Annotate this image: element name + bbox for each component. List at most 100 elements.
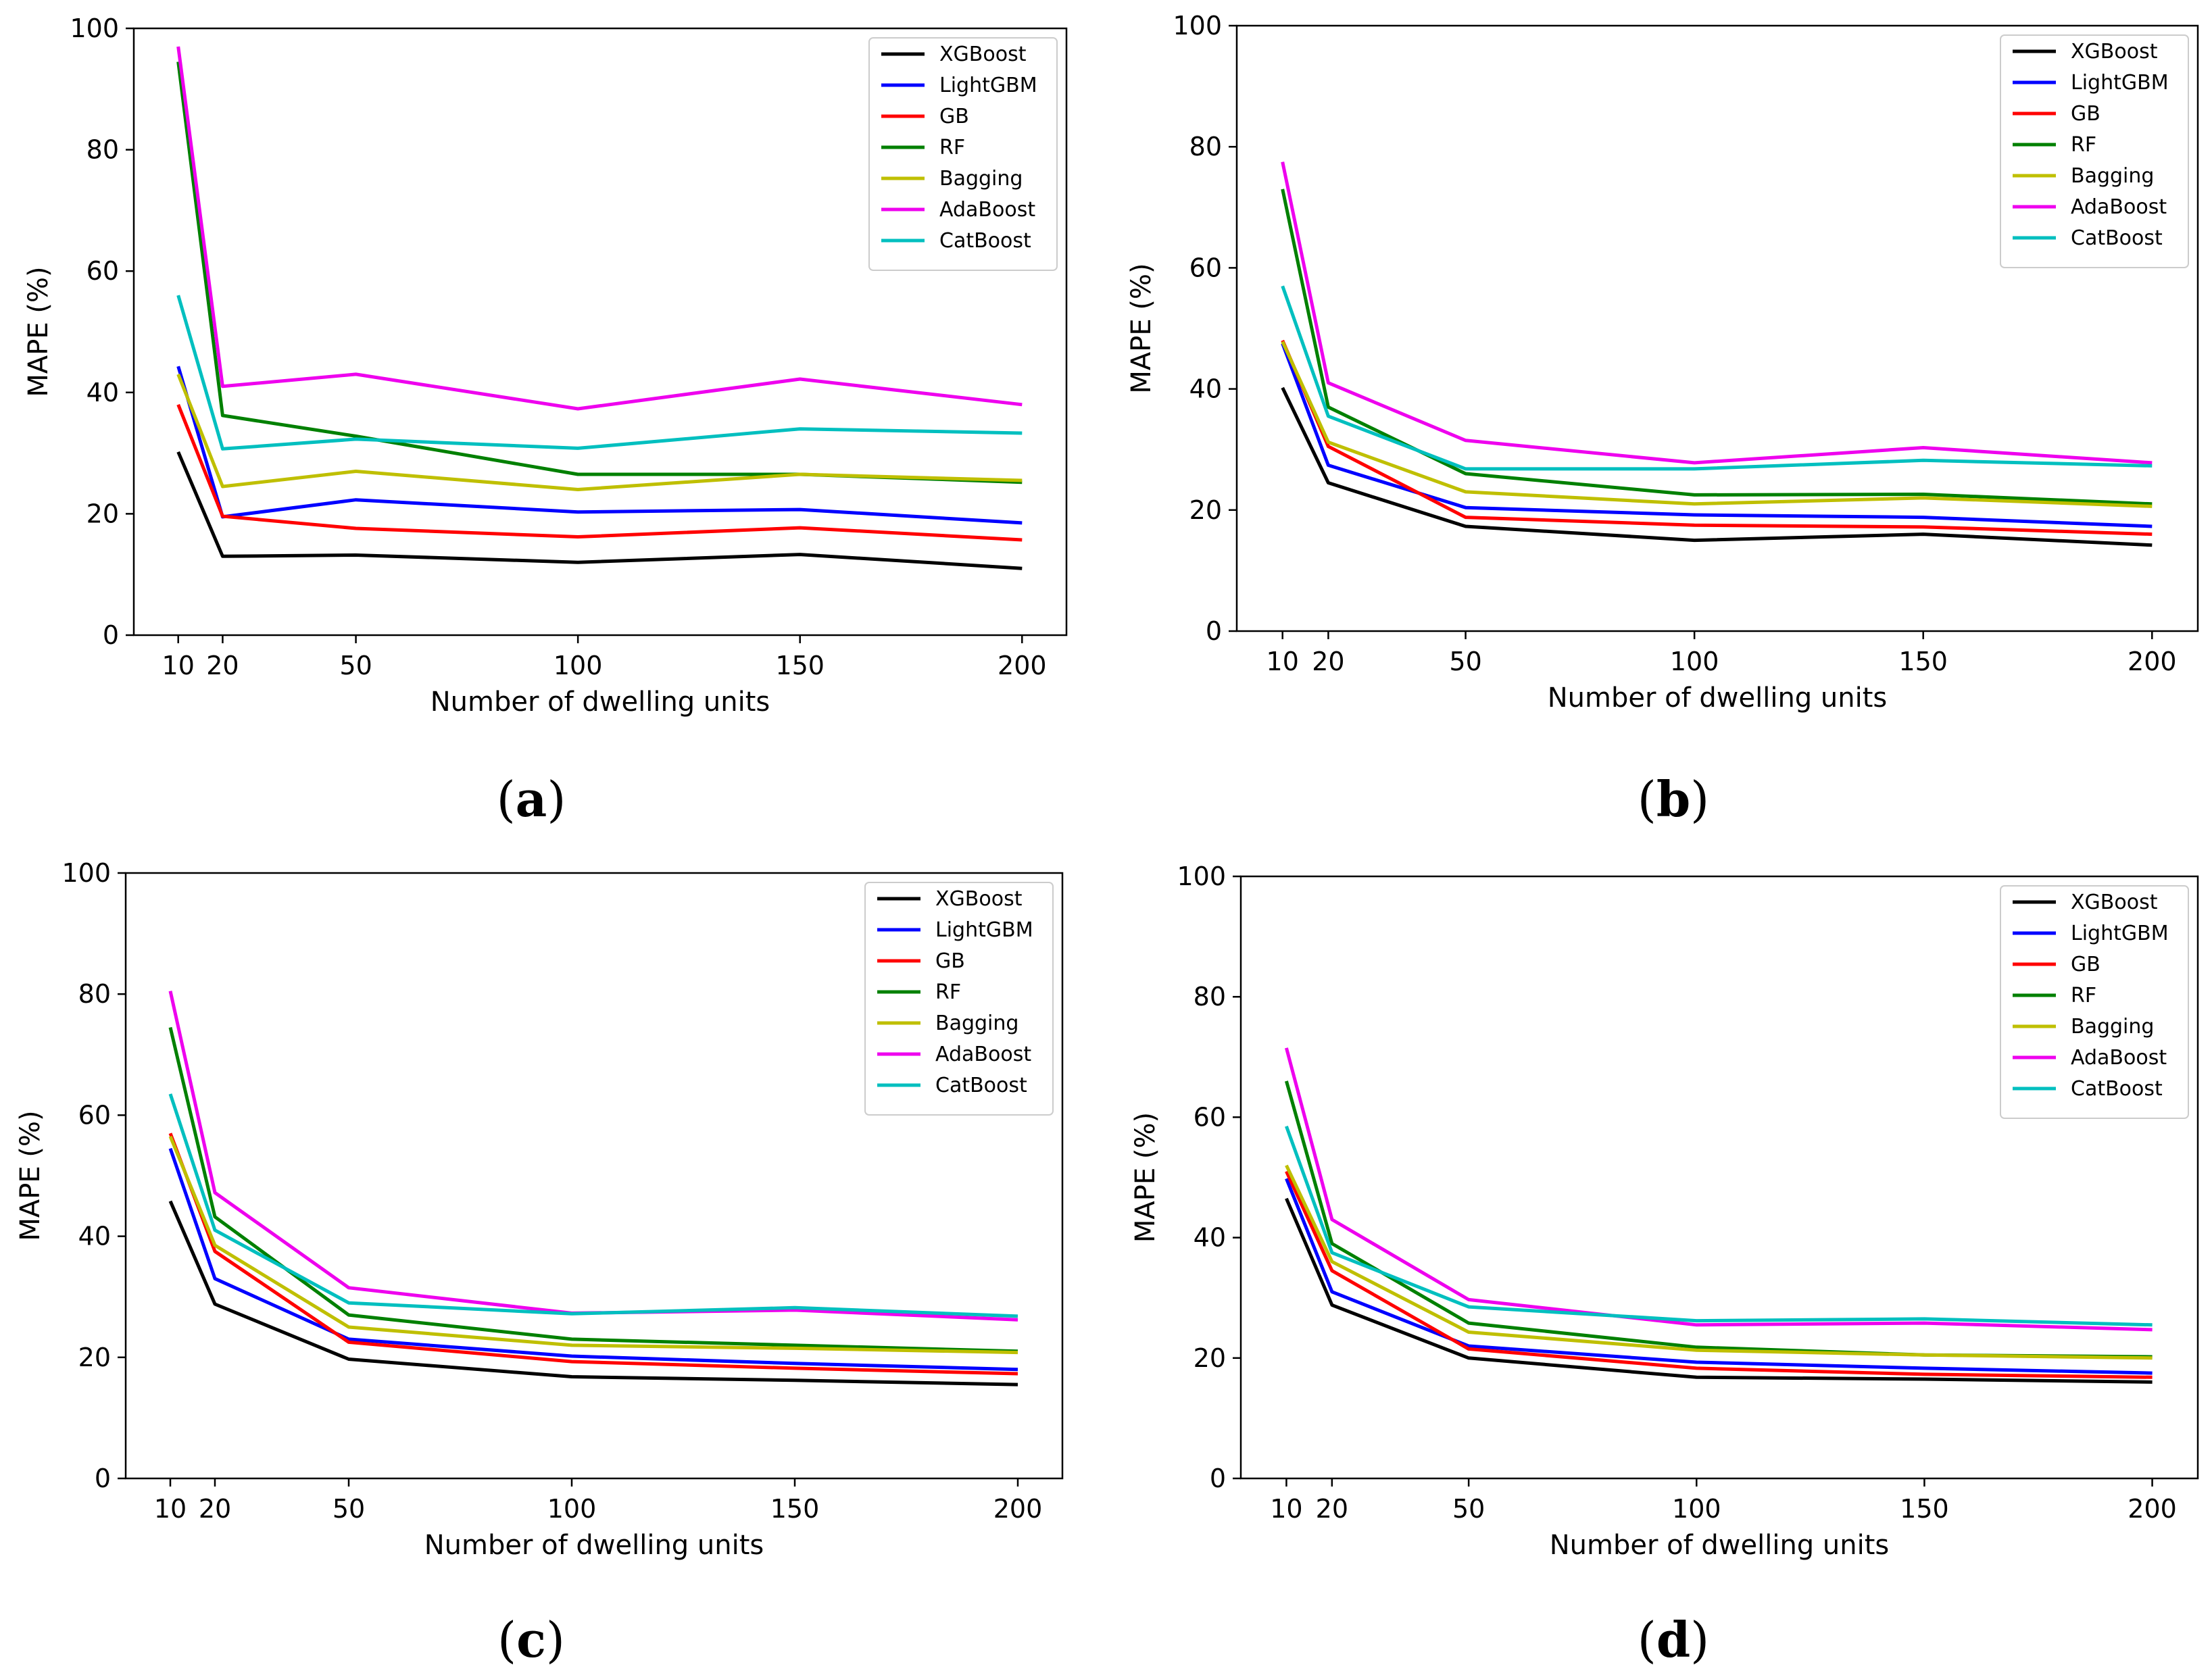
y-axis-label: MAPE (%) xyxy=(15,1110,46,1241)
legend-entry-label: AdaBoost xyxy=(2071,1046,2167,1070)
series-line-rf xyxy=(168,1026,1018,1353)
series-line-catboost xyxy=(176,295,1023,451)
legend-entry-label: RF xyxy=(935,980,961,1004)
legend-entry-label: Bagging xyxy=(2071,1015,2154,1039)
y-tick-label: 20 xyxy=(78,1343,111,1372)
legend-frame xyxy=(864,882,1054,1116)
plot-area-frame xyxy=(132,27,1068,637)
series-line-lightgbm xyxy=(168,1147,1018,1372)
series-line-catboost xyxy=(1281,285,2153,471)
y-axis-label: MAPE (%) xyxy=(23,266,54,397)
series-line-bagging xyxy=(168,1135,1018,1355)
legend-entry-label: LightGBM xyxy=(935,918,1033,942)
x-tick-label: 200 xyxy=(2128,647,2177,676)
x-tick-label: 10 xyxy=(1270,1494,1302,1524)
y-tick-label: 80 xyxy=(87,135,119,165)
series-line-adaboost xyxy=(176,46,1023,411)
plot-area-frame xyxy=(1239,875,2199,1480)
y-tick-label: 0 xyxy=(1210,1464,1226,1493)
x-tick-label: 20 xyxy=(199,1494,231,1524)
caption-open-paren: ( xyxy=(497,1612,516,1668)
x-tick-label: 200 xyxy=(993,1494,1043,1524)
series-line-bagging xyxy=(176,373,1023,491)
y-tick-label: 40 xyxy=(1194,1223,1226,1253)
series-line-catboost xyxy=(168,1093,1018,1318)
caption-letter: a xyxy=(516,770,547,828)
series-line-xgboost xyxy=(1281,386,2153,547)
y-tick-label: 100 xyxy=(1173,11,1222,41)
x-tick-label: 200 xyxy=(998,651,1047,680)
legend-entry-label: Bagging xyxy=(2071,164,2154,188)
series-line-lightgbm xyxy=(1285,1178,2153,1375)
legend-entry-label: RF xyxy=(2071,133,2096,157)
legend-frame xyxy=(2000,34,2189,268)
x-tick-label: 150 xyxy=(1900,1494,1949,1524)
plot-area-frame xyxy=(124,872,1064,1480)
legend-entry-label: XGBoost xyxy=(2071,40,2158,64)
caption-open-paren: ( xyxy=(1638,1612,1656,1668)
y-tick-label: 40 xyxy=(1189,374,1222,404)
legend-entry-label: XGBoost xyxy=(2071,891,2158,914)
legend: XGBoost LightGBM GB RF Bagging AdaBoost CatBoo… xyxy=(2000,34,2189,268)
x-tick-label: 150 xyxy=(775,651,825,680)
x-tick-label: 50 xyxy=(1449,647,1481,676)
chart-panel-a: 0 20 40 60 80 100 10 20 50 100 150 200 Number of dwe… xyxy=(23,14,1068,828)
series-line-lightgbm xyxy=(1281,343,2153,528)
caption-letter: b xyxy=(1656,770,1690,828)
panel-caption: (c) xyxy=(497,1611,565,1668)
legend-entry-label: CatBoost xyxy=(2071,1077,2163,1101)
legend-entry-label: LightGBM xyxy=(2071,922,2169,945)
legend: XGBoost LightGBM GB RF Bagging AdaBoost CatBoo… xyxy=(868,37,1058,271)
y-tick-label: 0 xyxy=(1206,616,1222,646)
series-line-gb xyxy=(1285,1170,2153,1379)
caption-letter: d xyxy=(1656,1611,1690,1668)
caption-open-paren: ( xyxy=(497,771,516,828)
y-tick-label: 80 xyxy=(78,979,111,1009)
caption-close-paren: ) xyxy=(1690,1612,1709,1668)
legend-entry-label: Bagging xyxy=(939,167,1023,191)
legend-entry-label: CatBoost xyxy=(2071,226,2163,250)
x-tick-label: 20 xyxy=(1312,647,1344,676)
legend-entry-label: CatBoost xyxy=(939,229,1031,253)
legend-entry-label: RF xyxy=(2071,984,2096,1007)
legend-entry-label: LightGBM xyxy=(939,74,1037,97)
legend-entry-label: CatBoost xyxy=(935,1074,1027,1097)
x-tick-label: 10 xyxy=(1267,647,1299,676)
x-axis-label: Number of dwelling units xyxy=(1550,1530,1890,1561)
y-tick-label: 40 xyxy=(87,378,119,407)
legend-entry-label: XGBoost xyxy=(935,887,1023,911)
y-tick-label: 60 xyxy=(78,1100,111,1130)
caption-close-paren: ) xyxy=(547,771,566,828)
series-line-bagging xyxy=(1285,1164,2153,1360)
y-tick-label: 100 xyxy=(1177,862,1226,891)
y-axis-label: MAPE (%) xyxy=(1126,263,1157,393)
plot-area-frame xyxy=(1235,24,2199,632)
x-tick-label: 200 xyxy=(2128,1494,2177,1524)
x-axis-label: Number of dwelling units xyxy=(1548,682,1888,714)
series-line-xgboost xyxy=(176,451,1023,570)
x-tick-label: 10 xyxy=(162,651,195,680)
legend-frame xyxy=(2000,885,2189,1119)
series-line-adaboost xyxy=(168,991,1018,1322)
legend: XGBoost LightGBM GB RF Bagging AdaBoost CatBoo… xyxy=(864,882,1054,1116)
caption-open-paren: ( xyxy=(1638,771,1656,828)
series-line-bagging xyxy=(1281,341,2153,508)
x-tick-label: 20 xyxy=(206,651,239,680)
x-tick-label: 150 xyxy=(1898,647,1948,676)
series-line-rf xyxy=(1284,1080,2153,1359)
x-tick-label: 20 xyxy=(1316,1494,1348,1524)
panel-caption: (d) xyxy=(1638,1611,1710,1668)
y-tick-label: 40 xyxy=(78,1222,111,1251)
caption-letter: c xyxy=(516,1611,546,1668)
y-tick-label: 0 xyxy=(103,620,119,650)
y-tick-label: 60 xyxy=(1189,253,1222,282)
series-line-gb xyxy=(168,1132,1018,1376)
x-axis-label: Number of dwelling units xyxy=(431,687,770,718)
chart-panel-c: 0 20 40 60 80 100 10 20 50 100 150 200 Number of dwe… xyxy=(15,858,1064,1668)
legend-entry-label: LightGBM xyxy=(2071,71,2169,95)
series-line-gb xyxy=(1281,339,2153,537)
caption-close-paren: ) xyxy=(546,1612,565,1668)
legend-entry-label: AdaBoost xyxy=(939,198,1035,222)
y-tick-label: 80 xyxy=(1194,982,1226,1012)
panel-caption: (a) xyxy=(497,770,566,828)
